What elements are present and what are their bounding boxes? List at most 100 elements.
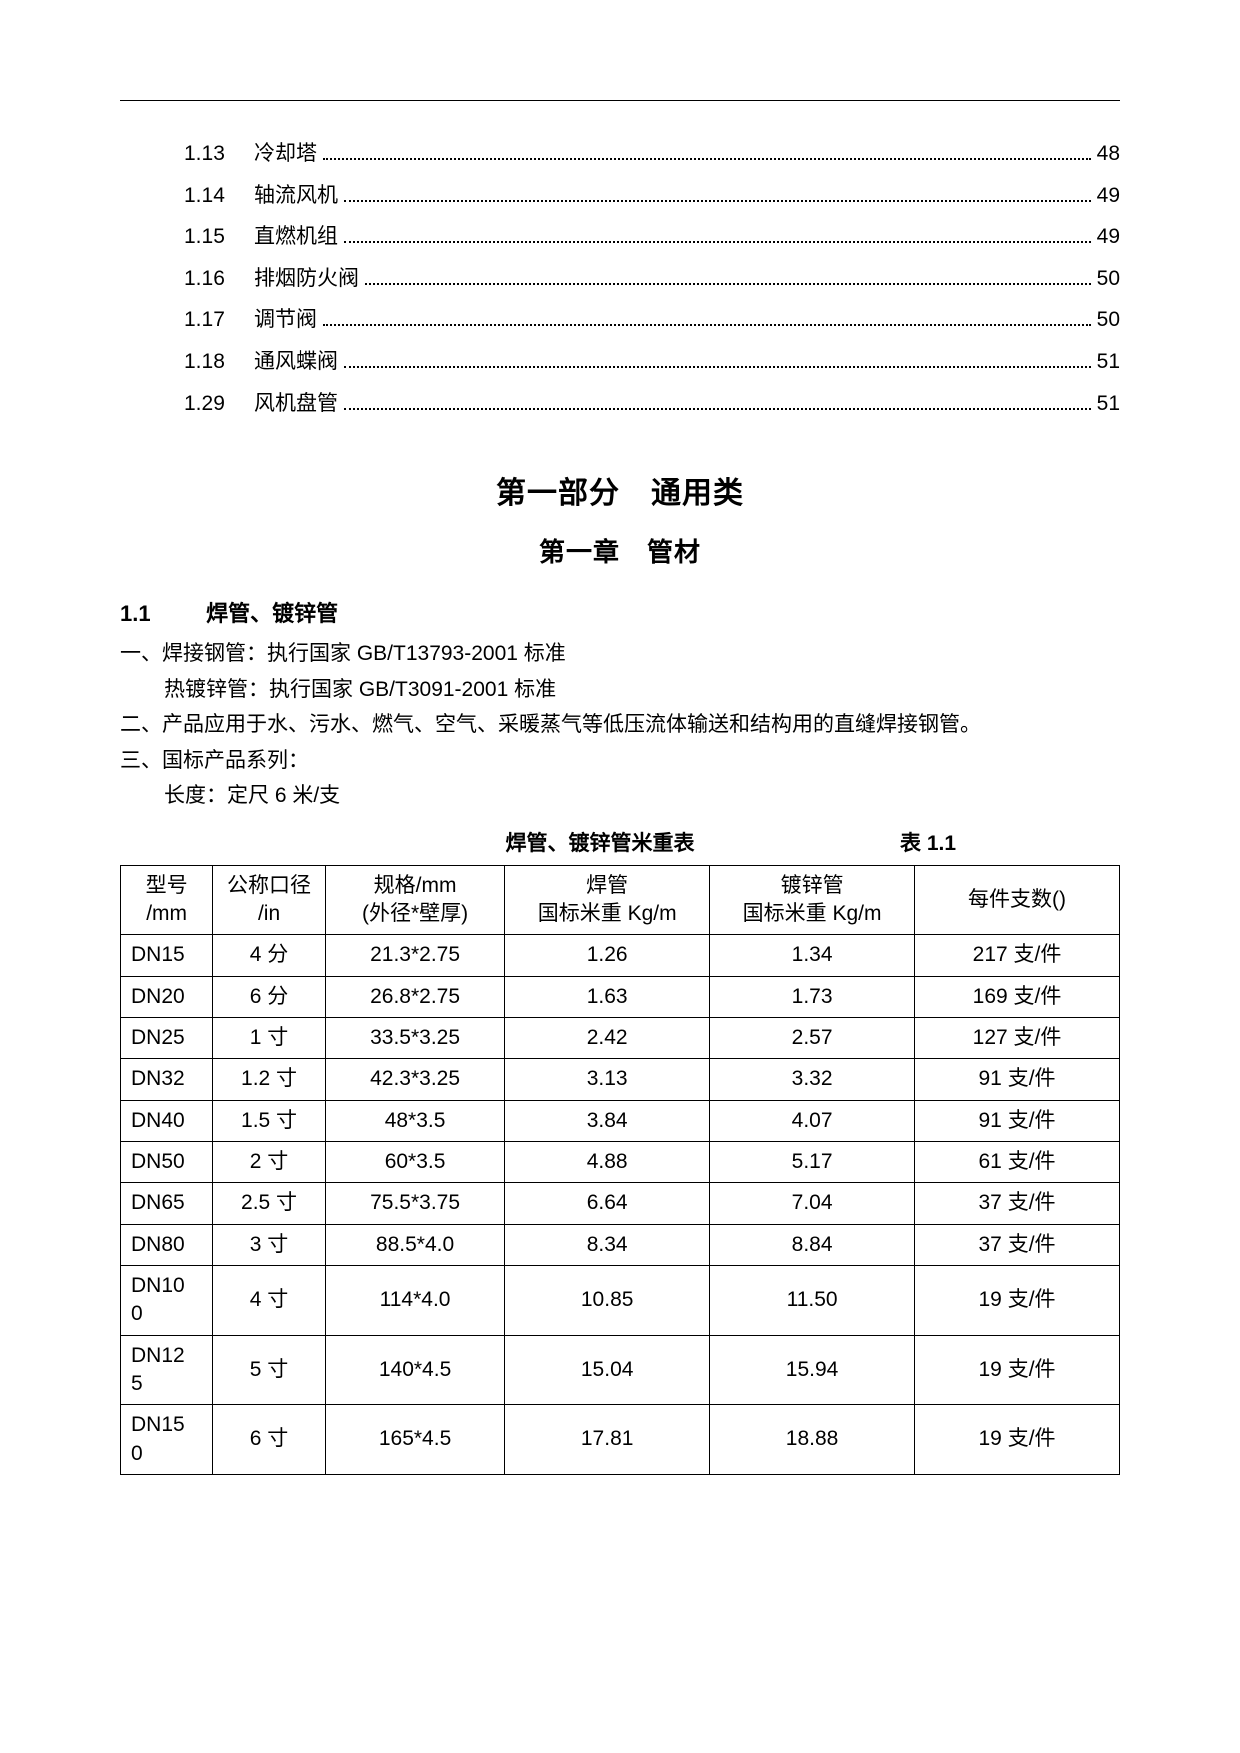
toc-page: 49 xyxy=(1093,179,1120,213)
table-row: DN1506 寸165*4.517.8118.8819 支/件 xyxy=(121,1405,1120,1475)
toc-num: 1.17 xyxy=(184,303,254,337)
table-cell: DN40 xyxy=(121,1100,213,1141)
th-text: 国标米重 Kg/m xyxy=(538,902,677,925)
toc-num: 1.29 xyxy=(184,387,254,421)
table-cell: 18.88 xyxy=(710,1405,915,1475)
table-row: DN1004 寸114*4.010.8511.5019 支/件 xyxy=(121,1265,1120,1335)
th-text: /mm xyxy=(146,902,187,925)
toc-num: 1.18 xyxy=(184,345,254,379)
toc-leader-dots xyxy=(344,366,1091,368)
table-cell: 4.07 xyxy=(710,1100,915,1141)
table-row: DN502 寸60*3.54.885.1761 支/件 xyxy=(121,1141,1120,1182)
table-cell: 17.81 xyxy=(505,1405,710,1475)
table-cell: 1.34 xyxy=(710,935,915,976)
table-cell: 1.63 xyxy=(505,976,710,1017)
table-cell: 217 支/件 xyxy=(915,935,1120,976)
body-text: 长度：定尺 6 米/支 xyxy=(120,779,1120,813)
table-cell: 48*3.5 xyxy=(325,1100,504,1141)
table-cell: 11.50 xyxy=(710,1265,915,1335)
table-cell: 19 支/件 xyxy=(915,1265,1120,1335)
toc-page: 51 xyxy=(1093,345,1120,379)
table-cell: DN150 xyxy=(121,1405,213,1475)
table-cell: 8.34 xyxy=(505,1224,710,1265)
table-cell: 15.04 xyxy=(505,1335,710,1405)
table-cell: 3.84 xyxy=(505,1100,710,1141)
table-cell: 61 支/件 xyxy=(915,1141,1120,1182)
toc-page: 50 xyxy=(1093,262,1120,296)
table-row: DN652.5 寸75.5*3.756.647.0437 支/件 xyxy=(121,1183,1120,1224)
toc-leader-dots xyxy=(365,283,1091,285)
th-text: 国标米重 Kg/m xyxy=(743,902,882,925)
chapter-title: 第一章 管材 xyxy=(120,532,1120,574)
body-text: 三、国标产品系列： xyxy=(120,744,1120,778)
th-text: (外径*壁厚) xyxy=(362,902,468,925)
col-spec: 规格/mm (外径*壁厚) xyxy=(325,865,504,935)
toc-label: 排烟防火阀 xyxy=(254,262,363,296)
toc-entry: 1.15直燃机组49 xyxy=(184,220,1120,254)
table-cell: 4.88 xyxy=(505,1141,710,1182)
table-cell: 127 支/件 xyxy=(915,1017,1120,1058)
th-text: 焊管 xyxy=(586,874,628,897)
table-cell: 91 支/件 xyxy=(915,1059,1120,1100)
table-cell: 91 支/件 xyxy=(915,1100,1120,1141)
table-cell: 19 支/件 xyxy=(915,1335,1120,1405)
toc-page: 50 xyxy=(1093,303,1120,337)
table-cell: 3 寸 xyxy=(213,1224,326,1265)
pipe-weight-table: 型号 /mm 公称口径 /in 规格/mm (外径*壁厚) 焊管 国标米重 Kg… xyxy=(120,865,1120,1476)
table-row: DN1255 寸140*4.515.0415.9419 支/件 xyxy=(121,1335,1120,1405)
table-cell: 2.5 寸 xyxy=(213,1183,326,1224)
toc-leader-dots xyxy=(344,200,1091,202)
table-header-row: 型号 /mm 公称口径 /in 规格/mm (外径*壁厚) 焊管 国标米重 Kg… xyxy=(121,865,1120,935)
table-cell: DN32 xyxy=(121,1059,213,1100)
th-text: 型号 xyxy=(146,874,188,897)
section-title: 焊管、镀锌管 xyxy=(206,601,338,626)
table-cell: DN50 xyxy=(121,1141,213,1182)
toc-entry: 1.13冷却塔48 xyxy=(184,137,1120,171)
table-cell: 140*4.5 xyxy=(325,1335,504,1405)
table-row: DN154 分21.3*2.751.261.34217 支/件 xyxy=(121,935,1120,976)
table-cell: 169 支/件 xyxy=(915,976,1120,1017)
table-cell: 165*4.5 xyxy=(325,1405,504,1475)
section-number: 1.1 xyxy=(120,596,200,631)
toc-entry: 1.16排烟防火阀50 xyxy=(184,262,1120,296)
toc-page: 48 xyxy=(1093,137,1120,171)
table-caption-text: 焊管、镀锌管米重表 xyxy=(120,827,900,861)
part-title: 第一部分 通用类 xyxy=(120,470,1120,518)
toc-leader-dots xyxy=(323,158,1091,160)
col-welded: 焊管 国标米重 Kg/m xyxy=(505,865,710,935)
table-cell: 37 支/件 xyxy=(915,1224,1120,1265)
toc-num: 1.13 xyxy=(184,137,254,171)
toc-label: 轴流风机 xyxy=(254,179,342,213)
toc-leader-dots xyxy=(344,241,1091,243)
col-model: 型号 /mm xyxy=(121,865,213,935)
table-cell: 114*4.0 xyxy=(325,1265,504,1335)
table-cell: 60*3.5 xyxy=(325,1141,504,1182)
toc-entry: 1.14轴流风机49 xyxy=(184,179,1120,213)
table-cell: DN80 xyxy=(121,1224,213,1265)
table-cell: 1.73 xyxy=(710,976,915,1017)
table-cell: 88.5*4.0 xyxy=(325,1224,504,1265)
toc-leader-dots xyxy=(344,408,1091,410)
col-galvanized: 镀锌管 国标米重 Kg/m xyxy=(710,865,915,935)
th-text: 镀锌管 xyxy=(781,874,844,897)
col-nominal: 公称口径 /in xyxy=(213,865,326,935)
table-cell: 37 支/件 xyxy=(915,1183,1120,1224)
table-cell: 26.8*2.75 xyxy=(325,976,504,1017)
table-cell: DN125 xyxy=(121,1335,213,1405)
toc-entry: 1.17调节阀50 xyxy=(184,303,1120,337)
table-cell: 19 支/件 xyxy=(915,1405,1120,1475)
table-number: 表 1.1 xyxy=(900,827,1120,861)
toc-page: 51 xyxy=(1093,387,1120,421)
toc-entry: 1.29风机盘管51 xyxy=(184,387,1120,421)
table-cell: 7.04 xyxy=(710,1183,915,1224)
body-text: 二、产品应用于水、污水、燃气、空气、采暖蒸气等低压流体输送和结构用的直缝焊接钢管… xyxy=(120,708,1120,742)
table-cell: 3.32 xyxy=(710,1059,915,1100)
table-cell: 1.5 寸 xyxy=(213,1100,326,1141)
table-row: DN321.2 寸42.3*3.253.133.3291 支/件 xyxy=(121,1059,1120,1100)
table-cell: 21.3*2.75 xyxy=(325,935,504,976)
table-cell: 6.64 xyxy=(505,1183,710,1224)
table-cell: DN25 xyxy=(121,1017,213,1058)
body-text: 热镀锌管：执行国家 GB/T3091-2001 标准 xyxy=(120,673,1120,707)
table-cell: 4 分 xyxy=(213,935,326,976)
toc-page: 49 xyxy=(1093,220,1120,254)
